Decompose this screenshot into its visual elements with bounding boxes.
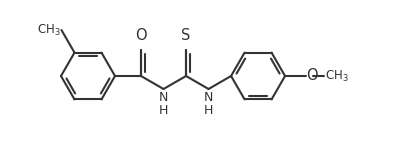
Text: CH$_3$: CH$_3$ xyxy=(37,22,60,38)
Text: S: S xyxy=(181,28,191,43)
Text: N
H: N H xyxy=(159,91,168,117)
Text: O: O xyxy=(135,28,147,43)
Text: O: O xyxy=(306,69,318,84)
Text: CH$_3$: CH$_3$ xyxy=(326,68,349,84)
Text: N
H: N H xyxy=(204,91,213,117)
